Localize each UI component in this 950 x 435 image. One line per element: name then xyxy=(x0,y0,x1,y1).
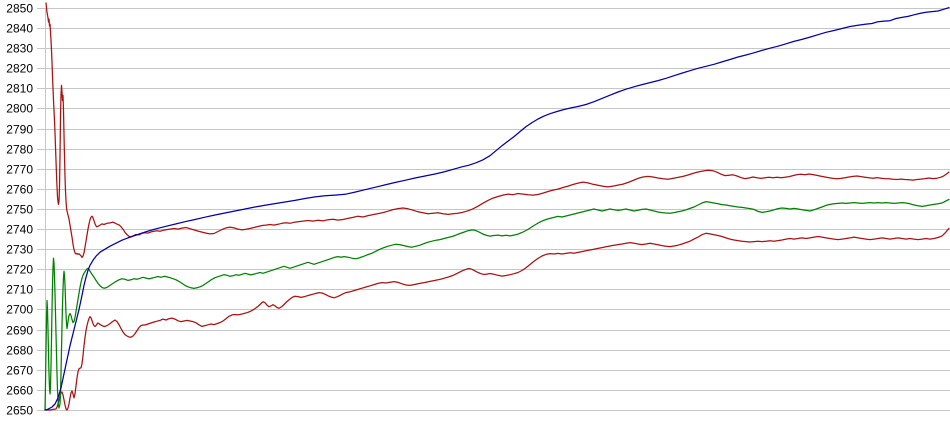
series-middle-line xyxy=(44,198,950,411)
y-axis-label: 2790 xyxy=(6,123,33,137)
y-axis-label: 2690 xyxy=(6,324,33,338)
y-axis-label: 2750 xyxy=(6,203,33,217)
y-axis-label: 2720 xyxy=(6,263,33,277)
y-axis-label: 2740 xyxy=(6,223,33,237)
y-axis-label: 2730 xyxy=(6,243,33,257)
y-axis-label: 2760 xyxy=(6,183,33,197)
y-axis-label: 2660 xyxy=(6,384,33,398)
series-lower-band xyxy=(45,227,950,411)
y-axis-label: 2710 xyxy=(6,283,33,297)
series-main-blue-line xyxy=(44,6,950,411)
y-axis-label: 2840 xyxy=(6,22,33,36)
y-axis-label: 2830 xyxy=(6,42,33,56)
y-axis-label: 2680 xyxy=(6,344,33,358)
y-axis-label: 2670 xyxy=(6,364,33,378)
y-axis-label: 2810 xyxy=(6,82,33,96)
y-axis-label: 2770 xyxy=(6,163,33,177)
y-axis-label: 2700 xyxy=(6,303,33,317)
y-axis-label: 2850 xyxy=(6,2,33,16)
y-axis-label: 2820 xyxy=(6,62,33,76)
series-upper-band xyxy=(45,2,950,259)
y-axis-label: 2800 xyxy=(6,102,33,116)
y-axis-label: 2650 xyxy=(6,404,33,418)
y-axis-label: 2780 xyxy=(6,143,33,157)
